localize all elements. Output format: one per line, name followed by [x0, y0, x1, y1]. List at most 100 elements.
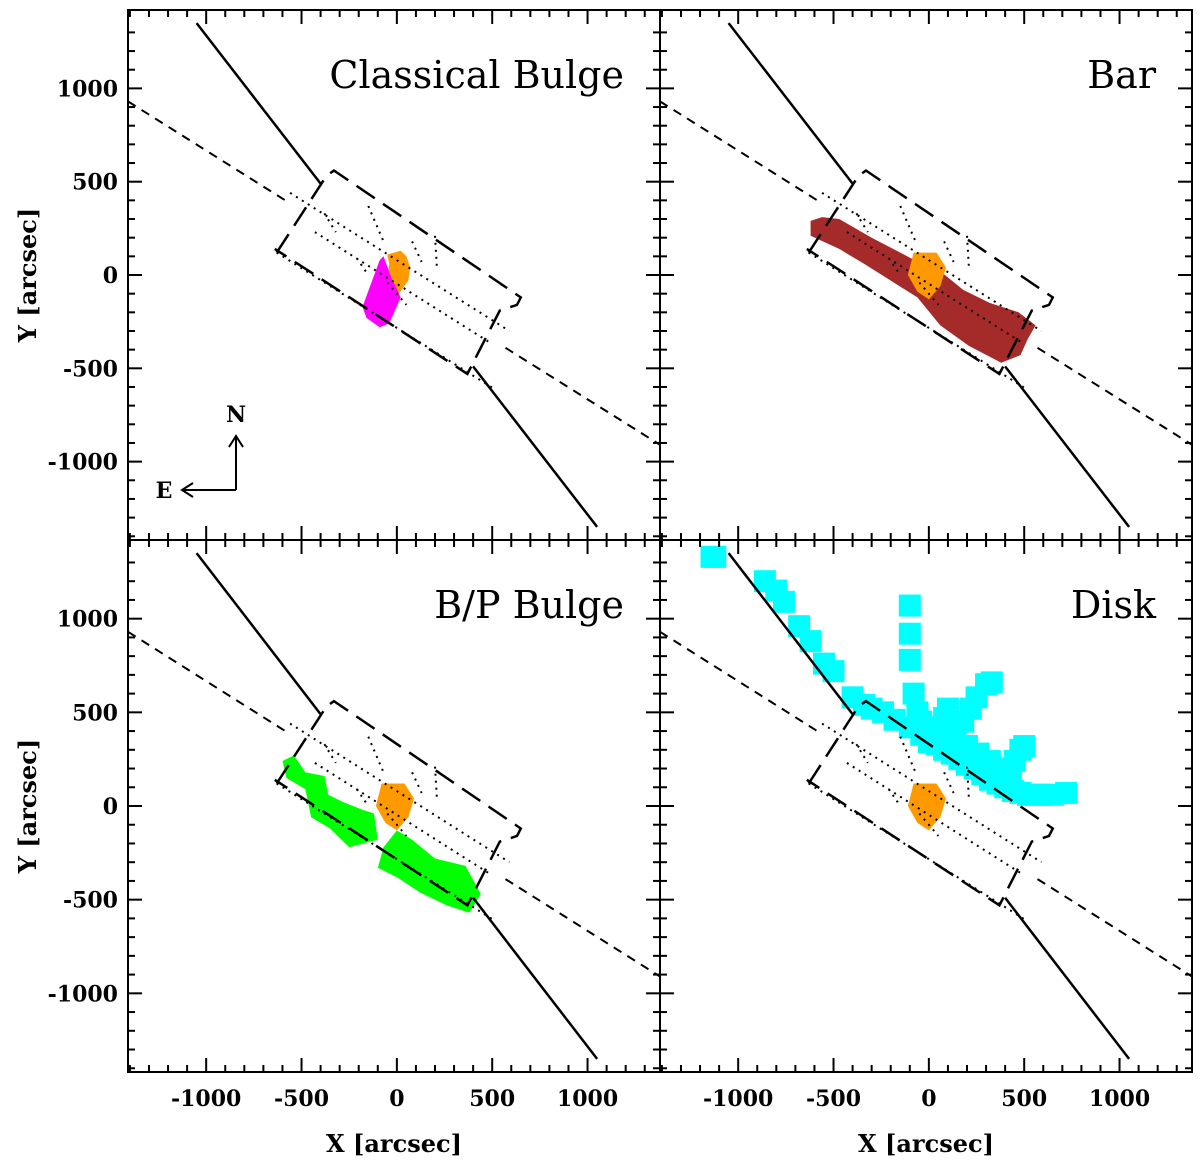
major-axis-line: [1004, 897, 1131, 1060]
minor-axis-line: [128, 100, 289, 204]
field-grid-line: [276, 251, 495, 390]
field-grid-line: [411, 771, 423, 794]
field-grid-line: [943, 240, 955, 263]
magenta-region: [362, 256, 401, 328]
cyan-point: [822, 660, 845, 683]
field-grid-line: [386, 812, 408, 837]
field-grid-line: [899, 205, 917, 242]
minor-axis-line: [660, 630, 821, 734]
panel-4: -1000 -500 0 500 1000 X [arcsec] Disk: [659, 539, 1193, 1158]
field-grid-line: [355, 788, 370, 807]
survey-footprint: [806, 168, 1055, 376]
x-tick-label: 500: [1001, 1086, 1047, 1112]
major-axis-line: [195, 552, 322, 715]
panel-plot-area: [128, 552, 660, 1060]
x-tick-label: 0: [389, 1086, 404, 1112]
x-tick-label: -500: [806, 1086, 861, 1112]
y-tick-label: -1000: [48, 981, 118, 1007]
y-tick-label: 0: [103, 263, 118, 289]
y-tick-label: 1000: [57, 76, 118, 102]
panel-plot-area: [660, 545, 1192, 1060]
field-grid-line: [367, 205, 385, 242]
cyan-point: [898, 594, 921, 617]
east-arrow-head: [180, 482, 194, 498]
cyan-point: [902, 682, 925, 705]
major-axis-line: [727, 22, 854, 185]
green-region: [282, 755, 378, 848]
field-grid-line: [821, 192, 1042, 332]
compass-east-label: E: [156, 478, 173, 504]
major-axis-line: [195, 22, 322, 185]
y-axis-label: Y [arcsec]: [13, 208, 42, 343]
survey-footprint: [274, 168, 523, 376]
panel-plot-area: [128, 22, 660, 528]
minor-axis-line: [660, 100, 821, 204]
panel-title: B/P Bulge: [434, 583, 624, 627]
y-tick-label: -500: [63, 888, 118, 914]
cyan-point: [910, 710, 933, 733]
survey-footprint: [274, 699, 523, 908]
field-grid-line: [411, 240, 423, 263]
cyan-point: [898, 622, 921, 645]
panel-1: 1000 500 0 -500 -1000 Y [arcsec] Classical Bul…: [13, 9, 661, 541]
minor-axis-line: [1036, 878, 1192, 978]
cyan-point: [1055, 781, 1078, 804]
field-grid-line: [434, 766, 438, 799]
x-tick-label: -1000: [703, 1086, 773, 1112]
x-tick-label: 0: [921, 1086, 936, 1112]
field-grid-line: [918, 812, 940, 837]
x-tick-label: 1000: [1089, 1086, 1150, 1112]
minor-axis-line: [504, 878, 660, 978]
major-axis-line: [727, 552, 854, 715]
minor-axis-line: [504, 346, 660, 446]
x-axis-label: X [arcsec]: [858, 1129, 994, 1158]
cyan-point: [704, 545, 727, 568]
cyan-point: [1013, 735, 1036, 758]
field-grid-line: [434, 235, 438, 268]
y-tick-label: 500: [72, 170, 118, 196]
field-grid-line: [808, 251, 1027, 390]
panel-title: Disk: [1071, 583, 1157, 627]
panel-plot-area: [660, 22, 1192, 528]
panel-3: -1000 -500 0 500 1000 X [arcsec] 1000 500 0 -500 -…: [13, 539, 661, 1158]
field-grid-line: [966, 766, 970, 799]
panel-title: Classical Bulge: [329, 53, 624, 97]
y-tick-label: 1000: [57, 607, 118, 633]
y-tick-label: -500: [63, 356, 118, 382]
field-grid-line: [966, 235, 970, 268]
field-grid-line: [887, 788, 902, 807]
compass: NE: [156, 402, 246, 504]
major-axis-line: [472, 897, 599, 1060]
field-grid-line: [276, 782, 495, 922]
field-grid-line: [808, 782, 1027, 922]
x-tick-label: 500: [469, 1086, 515, 1112]
green-region: [377, 830, 481, 913]
panel-title: Bar: [1087, 53, 1157, 97]
major-axis-line: [472, 365, 599, 528]
y-tick-label: 0: [103, 794, 118, 820]
compass-north-label: N: [226, 402, 246, 428]
x-tick-label: 1000: [557, 1086, 618, 1112]
field-grid-line: [289, 192, 510, 332]
orange-region: [375, 783, 414, 831]
field-grid-line: [943, 771, 955, 794]
cyan-point: [980, 671, 1003, 694]
field-grid-line: [314, 231, 493, 345]
cyan-point: [898, 648, 921, 671]
field-grid-line: [821, 722, 1042, 864]
cyan-point: [799, 630, 822, 653]
field-grid-line: [289, 722, 510, 864]
x-tick-label: -500: [274, 1086, 329, 1112]
survey-footprint: [806, 699, 1055, 908]
field-grid-line: [918, 281, 940, 306]
field-grid-line: [367, 736, 385, 773]
x-tick-label: -1000: [171, 1086, 241, 1112]
panel-2: Bar: [659, 9, 1193, 541]
x-axis-label: X [arcsec]: [326, 1129, 462, 1158]
minor-axis-line: [1036, 346, 1192, 446]
major-axis-line: [1004, 365, 1131, 528]
cyan-point: [772, 590, 795, 613]
y-tick-label: -1000: [48, 450, 118, 476]
orange-region: [907, 783, 946, 831]
